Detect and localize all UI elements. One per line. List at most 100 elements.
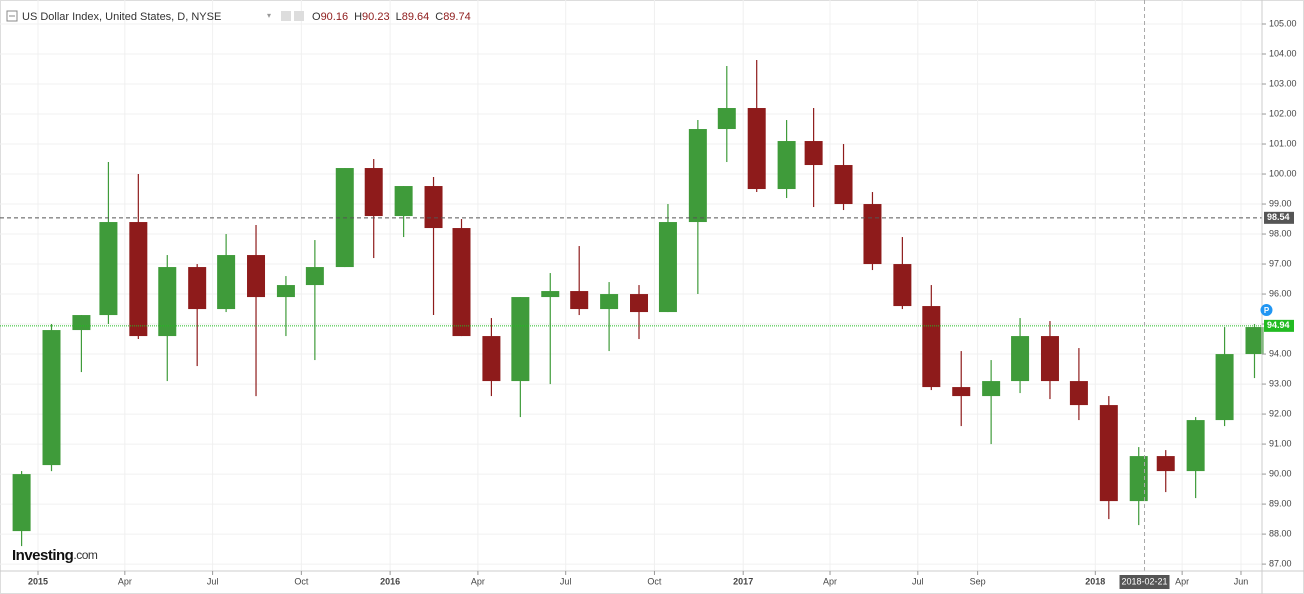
candle-body [1099, 405, 1118, 502]
candle-body [600, 294, 619, 310]
candle-body [541, 291, 560, 298]
ohlc-value: 90.16 [321, 11, 349, 23]
ohlc-label: H [354, 11, 362, 23]
candle-body [158, 267, 177, 337]
y-tick-label: 105.00 [1269, 18, 1297, 28]
x-tick-label: Apr [823, 576, 837, 586]
candle-body [1156, 456, 1175, 472]
x-tick-label: 2015 [28, 576, 48, 586]
candle-body [424, 186, 443, 229]
ohlc-label: L [396, 11, 402, 23]
candle-body [1069, 381, 1088, 406]
y-tick-label: 100.00 [1269, 168, 1297, 178]
candle-body [452, 228, 471, 337]
x-tick-label: Jul [560, 576, 572, 586]
badge [1260, 304, 1273, 317]
candle-body [1245, 327, 1264, 355]
y-tick-label: 88.00 [1269, 528, 1292, 538]
ohlc-label: O [312, 11, 321, 23]
y-tick-label: 104.00 [1269, 48, 1297, 58]
ohlc-readout: O90.16 H90.23 L89.64 C89.74 [312, 11, 471, 23]
candles [0, 0, 1264, 571]
settings-icon[interactable] [281, 11, 291, 21]
candle-body [217, 255, 236, 310]
candle-body [658, 222, 677, 313]
candle-body [893, 264, 912, 307]
crosshair-tag [1119, 575, 1170, 589]
x-tick-label: Jul [207, 576, 219, 586]
candle-body [688, 129, 707, 223]
candle-body [1186, 420, 1205, 472]
ohlc-value: 89.74 [443, 11, 471, 23]
ohlc-value: 89.64 [402, 11, 430, 23]
collapse-icon[interactable] [6, 10, 18, 22]
y-tick-label: 94.00 [1269, 348, 1292, 358]
y-tick-label: 93.00 [1269, 378, 1292, 388]
y-tick-label: 99.00 [1269, 198, 1292, 208]
logo-suffix: .com [73, 548, 98, 562]
badge-label: P [1264, 306, 1270, 315]
candle-body [42, 330, 61, 466]
candle-body [188, 267, 207, 310]
y-tick-label: 98.00 [1269, 228, 1292, 238]
candle-body [747, 108, 766, 190]
dropdown-arrow[interactable]: ▾ [267, 11, 271, 20]
ohlc-label: C [435, 11, 443, 23]
candle-body [99, 222, 118, 316]
x-tick-label: Apr [471, 576, 485, 586]
candle-body [982, 381, 1001, 397]
y-tick-label: 103.00 [1269, 78, 1297, 88]
x-tick-label: 2017 [733, 576, 753, 586]
y-tick-label: 92.00 [1269, 408, 1292, 418]
x-tick-label: Sep [970, 576, 986, 586]
candle-body [276, 285, 295, 298]
candle-body [305, 267, 324, 286]
crosshair-label: 2018-02-21 [1121, 576, 1167, 586]
y-tick-label: 90.00 [1269, 468, 1292, 478]
candle-body [247, 255, 266, 298]
y-tick-label: 89.00 [1269, 498, 1292, 508]
price-tag [1264, 319, 1294, 332]
price-tag [1264, 211, 1294, 224]
candle-body [1129, 456, 1148, 502]
y-tick-label: 97.00 [1269, 258, 1292, 268]
candle-body [364, 168, 383, 217]
candle-body [777, 141, 796, 190]
candle-body [1040, 336, 1059, 382]
candle-body [72, 315, 91, 331]
candle-body [1011, 336, 1030, 382]
x-tick-label: 2016 [380, 576, 400, 586]
candle-body [717, 108, 736, 130]
candle-body [834, 165, 853, 205]
candle-body [482, 336, 501, 382]
x-tick-label: Jun [1234, 576, 1249, 586]
candle-body [1215, 354, 1234, 421]
logo: Investing.com [12, 547, 98, 564]
chart-title: US Dollar Index, United States, D, NYSE [22, 11, 221, 23]
candle-body [863, 204, 882, 265]
x-tick-label: Apr [1175, 576, 1189, 586]
ohlc-value: 90.23 [362, 11, 390, 23]
y-tick-label: 102.00 [1269, 108, 1297, 118]
candle-body [394, 186, 413, 217]
x-tick-label: Oct [294, 576, 309, 586]
candle-body [804, 141, 823, 166]
y-tick-label: 101.00 [1269, 138, 1297, 148]
axes: 87.00 88.00 89.00 90.00 91.00 92.00 93.00 94.00… [28, 18, 1297, 589]
candle-body [129, 222, 148, 337]
candle-body [570, 291, 589, 310]
x-tick-label: 2018 [1085, 576, 1105, 586]
candle-body [12, 474, 31, 532]
candle-body [922, 306, 941, 388]
x-tick-label: Jul [912, 576, 924, 586]
candle-body [952, 387, 971, 397]
y-tick-label: 91.00 [1269, 438, 1292, 448]
logo-main: Investing [12, 547, 74, 564]
y-tick-label: 96.00 [1269, 288, 1292, 298]
candle-body [511, 297, 530, 382]
x-tick-label: Oct [647, 576, 662, 586]
price-tag-label: 98.54 [1267, 212, 1290, 222]
candle-body [630, 294, 649, 313]
settings-icon[interactable] [294, 11, 304, 21]
